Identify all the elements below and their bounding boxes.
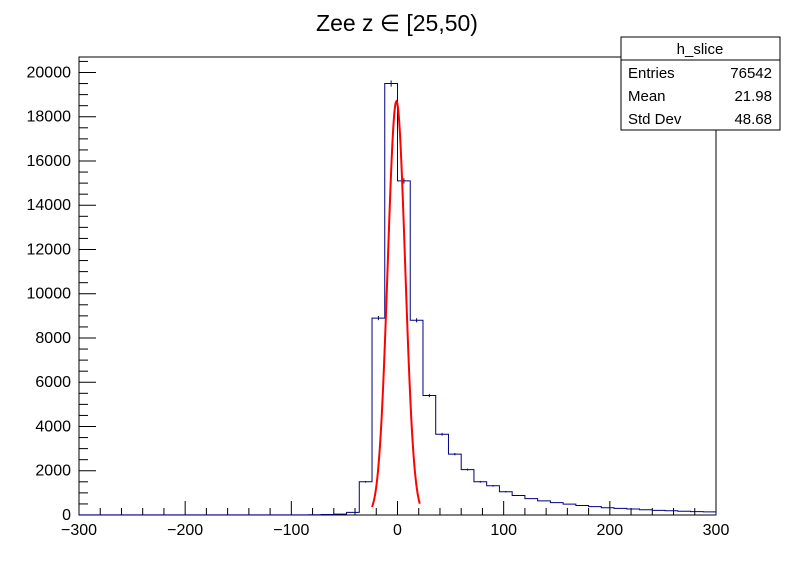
- chart-title: Zee z ∈ [25,50): [316, 10, 478, 36]
- histogram-bin: [525, 499, 538, 515]
- histogram-bin: [359, 482, 372, 515]
- stats-entries-label: Entries: [628, 65, 675, 82]
- x-tick-label: −300: [61, 522, 97, 539]
- x-tick-label: 300: [703, 522, 730, 539]
- histogram-error-bars: [365, 80, 507, 493]
- histogram-bin: [652, 510, 665, 515]
- y-tick-label: 6000: [35, 374, 71, 391]
- stats-mean-label: Mean: [628, 88, 666, 105]
- x-axis: −300 −200 −100 0 100 200 300: [61, 501, 729, 539]
- x-tick-label: 200: [596, 522, 623, 539]
- stats-mean-value: 21.98: [734, 88, 772, 105]
- histogram-bin: [448, 454, 461, 515]
- histogram-bin: [563, 504, 576, 515]
- histogram-bin: [461, 470, 474, 515]
- y-tick-label: 18000: [27, 109, 72, 126]
- histogram-bin: [436, 434, 449, 515]
- stats-box: h_slice Entries 76542 Mean 21.98 Std Dev…: [620, 36, 781, 131]
- histogram-bin: [665, 511, 678, 515]
- stats-stddev-value: 48.68: [734, 111, 772, 128]
- x-tick-label: 0: [393, 522, 402, 539]
- y-tick-label: 14000: [27, 197, 72, 214]
- histogram-bin: [614, 508, 627, 515]
- y-tick-label: 10000: [27, 286, 72, 303]
- histogram-bin: [601, 508, 614, 515]
- x-tick-label: −200: [167, 522, 203, 539]
- histogram-bin: [640, 510, 653, 515]
- y-tick-label: 4000: [35, 418, 71, 435]
- y-tick-label: 16000: [27, 153, 72, 170]
- stats-box-frame: [620, 36, 781, 131]
- histogram-bin: [372, 318, 385, 515]
- histogram-bin: [627, 509, 640, 515]
- histogram-bin: [499, 492, 512, 515]
- histogram-bin: [423, 396, 436, 515]
- stats-entries-value: 76542: [730, 65, 772, 82]
- histogram-bin: [589, 507, 602, 515]
- y-tick-label: 12000: [27, 241, 72, 258]
- histogram-bin: [576, 505, 589, 515]
- histogram-bin: [512, 496, 525, 515]
- y-axis: 0 2000 4000 6000 8000 10000 12000 14000 16000 180…: [27, 60, 96, 524]
- y-tick-label: 8000: [35, 330, 71, 347]
- x-tick-label: −100: [273, 522, 309, 539]
- histogram-bin: [474, 482, 487, 515]
- gaussian-fit-curve: [371, 99, 421, 508]
- histogram-bin: [538, 501, 551, 515]
- histogram-outline: [78, 83, 717, 516]
- stats-stddev-label: Std Dev: [628, 111, 682, 128]
- y-tick-label: 20000: [27, 64, 72, 81]
- x-tick-label: 100: [490, 522, 517, 539]
- histogram-bin: [487, 486, 500, 515]
- y-tick-label: 0: [62, 507, 71, 524]
- y-tick-label: 2000: [35, 463, 71, 480]
- histogram-bin: [691, 512, 704, 515]
- histogram-bin: [550, 503, 563, 515]
- histogram-bin: [678, 511, 691, 515]
- stats-box-title: h_slice: [677, 41, 724, 58]
